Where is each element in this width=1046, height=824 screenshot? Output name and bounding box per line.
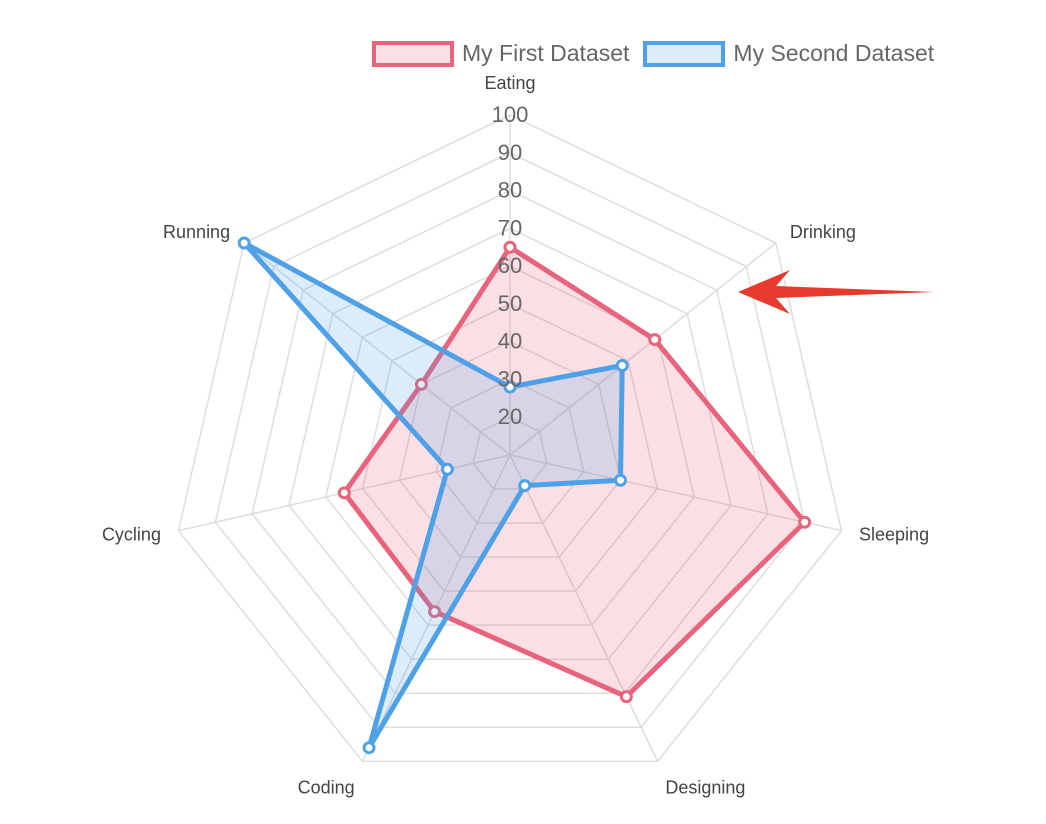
grid-spoke-3 bbox=[509, 454, 659, 762]
grid-ring-70 bbox=[288, 227, 732, 660]
axis-label-coding: Coding bbox=[298, 778, 355, 798]
axis-label-designing: Designing bbox=[665, 778, 745, 798]
tick-label-60: 60 bbox=[498, 253, 522, 278]
grid-ring-20 bbox=[472, 416, 548, 490]
tick-label-20: 20 bbox=[498, 404, 522, 429]
grid-ring-60 bbox=[325, 265, 695, 626]
legend-swatch-first bbox=[372, 40, 454, 67]
tick-label-90: 90 bbox=[498, 140, 522, 165]
data-point-series1-cycling[interactable] bbox=[337, 486, 351, 500]
data-point-series1-sleeping[interactable] bbox=[798, 515, 812, 529]
axis-label-eating: Eating bbox=[484, 73, 535, 93]
data-point-series1-drinking[interactable] bbox=[648, 333, 662, 347]
legend-item-first-dataset[interactable]: My First Dataset bbox=[372, 40, 629, 67]
data-point-series1-designing[interactable] bbox=[619, 690, 633, 704]
annotation-arrow-shape bbox=[738, 270, 934, 314]
data-point-series2-cycling[interactable] bbox=[440, 462, 454, 476]
tick-label-30: 30 bbox=[498, 366, 522, 391]
axis-label-sleeping: Sleeping bbox=[859, 525, 929, 545]
tick-label-50: 50 bbox=[498, 291, 522, 316]
grid-spoke-6 bbox=[243, 242, 511, 456]
data-point-series2-designing[interactable] bbox=[518, 479, 532, 493]
data-point-series2-running[interactable] bbox=[237, 236, 251, 250]
axis-label-drinking: Drinking bbox=[790, 222, 856, 242]
annotation-arrow bbox=[738, 270, 934, 314]
tick-label-80: 80 bbox=[498, 178, 522, 203]
grid-ring-90 bbox=[214, 151, 806, 729]
grid-spoke-1 bbox=[509, 242, 777, 456]
legend-swatch-second bbox=[643, 40, 726, 67]
axis-label-running: Running bbox=[163, 222, 230, 242]
data-point-series2-sleeping[interactable] bbox=[613, 473, 627, 487]
radar-tick-labels: 20 30 40 50 60 70 80 90 100 bbox=[492, 102, 529, 429]
chart-legend: My First Dataset My Second Dataset bbox=[372, 40, 934, 67]
data-point-series2-eating[interactable] bbox=[503, 380, 517, 394]
data-point-series2-drinking[interactable] bbox=[615, 358, 629, 372]
series-area-2 bbox=[241, 240, 625, 751]
data-point-series1-coding[interactable] bbox=[428, 605, 442, 619]
data-point-series2-coding[interactable] bbox=[362, 741, 376, 755]
legend-label-first: My First Dataset bbox=[462, 40, 630, 66]
tick-label-100: 100 bbox=[492, 102, 529, 127]
grid-ring-50 bbox=[361, 303, 659, 592]
legend-item-second-dataset[interactable]: My Second Dataset bbox=[643, 40, 934, 67]
tick-label-40: 40 bbox=[498, 329, 522, 354]
legend-label-second: My Second Dataset bbox=[733, 40, 935, 66]
grid-ring-40 bbox=[398, 340, 622, 558]
grid-ring-30 bbox=[435, 378, 585, 524]
data-point-series1-running[interactable] bbox=[414, 377, 428, 391]
radar-series bbox=[237, 236, 812, 755]
data-point-series1-eating[interactable] bbox=[503, 240, 517, 254]
grid-ring-80 bbox=[251, 189, 769, 695]
tick-label-70: 70 bbox=[498, 215, 522, 240]
axis-label-cycling: Cycling bbox=[102, 525, 161, 545]
grid-spoke-2 bbox=[509, 454, 842, 532]
radar-point-labels: Eating Drinking Sleeping Designing Coding Cyc… bbox=[102, 73, 929, 798]
